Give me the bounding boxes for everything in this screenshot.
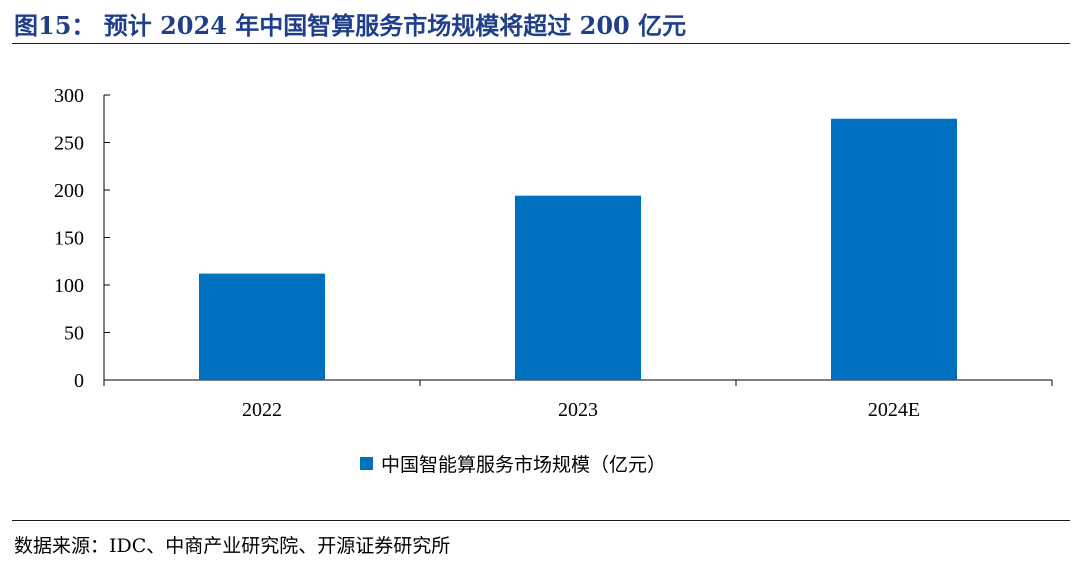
y-tick-label: 150	[54, 228, 84, 250]
figure-footer: 数据来源：IDC、中商产业研究院、开源证券研究所	[12, 520, 1070, 557]
y-tick-label: 300	[54, 85, 84, 107]
y-tick-label: 200	[54, 180, 84, 202]
legend-swatch	[360, 457, 373, 470]
figure-source: 数据来源：IDC、中商产业研究院、开源证券研究所	[14, 535, 451, 557]
y-tick-label: 50	[64, 323, 84, 345]
x-tick-label: 2023	[558, 399, 598, 421]
x-tick-label: 2024E	[868, 399, 920, 421]
bar-2023	[515, 195, 641, 380]
figure-title: 图15： 预计 2024 年中国智算服务市场规模将超过 200 亿元	[14, 11, 687, 40]
legend-label: 中国智能算服务市场规模（亿元）	[381, 454, 667, 476]
x-tick-label: 2022	[242, 399, 282, 421]
bar-2022	[199, 273, 325, 380]
bar-2024E	[831, 118, 957, 380]
y-tick-label: 100	[54, 275, 84, 297]
y-tick-label: 0	[74, 370, 84, 392]
figure-header: 图15： 预计 2024 年中国智算服务市场规模将超过 200 亿元	[12, 0, 1070, 44]
bar-chart: 0 50 100 150 200 250 300 2022 2023 2024E	[54, 85, 1053, 421]
chart-legend: 中国智能算服务市场规模（亿元）	[360, 450, 666, 477]
y-tick-label: 250	[54, 133, 84, 155]
